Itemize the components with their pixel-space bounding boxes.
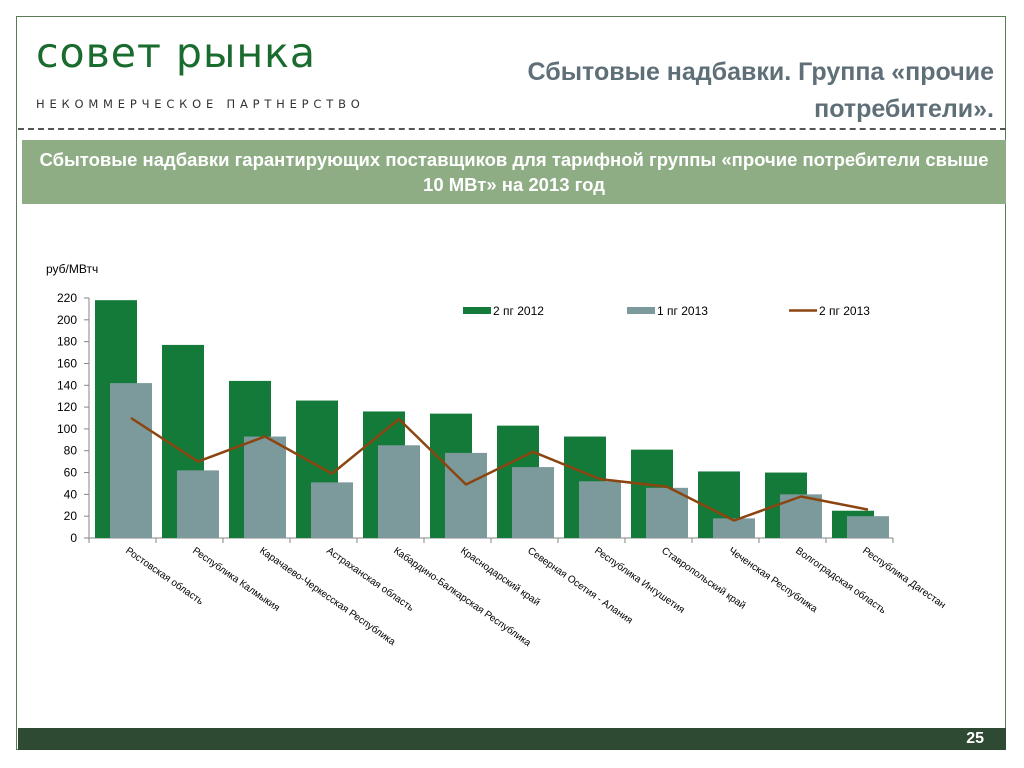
header-divider [18,128,1006,130]
bar-1pg-2013 [646,487,688,538]
y-tick-label: 20 [64,509,78,523]
bar-1pg-2013 [311,482,353,538]
page-number: 25 [966,730,984,747]
logo-title: совет рынка [36,29,317,77]
y-tick-label: 220 [57,291,77,305]
y-tick-label: 0 [70,531,77,545]
y-tick-label: 140 [57,378,77,392]
x-category-label: Северная Осетия - Алания [525,545,634,626]
slide-title: Сбытовые надбавки. Группа «прочие потреб… [527,58,994,123]
x-category-label: Карачаево-Черкесская Республика [257,545,398,649]
y-tick-label: 60 [64,466,78,480]
y-tick-label: 200 [57,313,77,327]
legend-label: 2 пг 2013 [819,304,870,318]
bar-1pg-2013 [445,452,487,538]
y-tick-label: 120 [57,400,77,414]
line-2pg-2013 [130,416,869,522]
y-tick-label: 160 [57,356,77,370]
legend-label: 1 пг 2013 [657,304,708,318]
legend-swatch [627,307,655,314]
bar-1pg-2013 [713,518,755,538]
logo-subtitle: НЕКОММЕРЧЕСКОЕ ПАРТНЕРСТВО [36,97,365,111]
y-tick-label: 100 [57,422,77,436]
legend-swatch [463,307,491,314]
y-axis-label: руб/МВтч [46,262,98,276]
bar-1pg-2013 [512,467,554,538]
bar-1pg-2013 [244,436,286,538]
x-category-label: Кабардино-Балкарская Республика [391,545,533,650]
legend-label: 2 пг 2012 [493,304,544,318]
bar-1pg-2013 [847,516,889,538]
y-tick-label: 180 [57,335,77,349]
bar-1pg-2013 [378,445,420,538]
y-tick-label: 80 [64,444,78,458]
bar-1pg-2013 [579,481,621,538]
chart-banner: Сбытовые надбавки гарантирующих поставщи… [22,140,1006,204]
bar-1pg-2013 [177,470,219,538]
y-tick-label: 40 [64,487,78,501]
bar-1pg-2013 [110,383,152,538]
banner-text: Сбытовые надбавки гарантирующих поставщи… [39,149,989,195]
footer-bar: 25 [18,728,1006,750]
